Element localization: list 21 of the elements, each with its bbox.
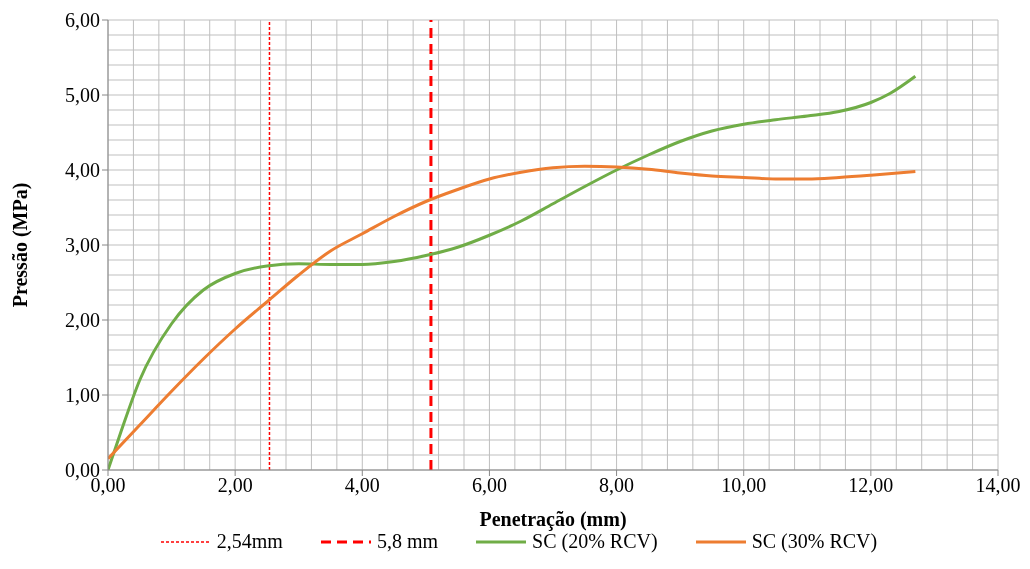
y-tick-label: 5,00: [65, 84, 100, 107]
y-tick-label: 2,00: [65, 309, 100, 332]
x-tick-label: 14,00: [975, 474, 1021, 497]
legend-label: SC (30% RCV): [750, 530, 878, 553]
x-tick-label: 4,00: [344, 474, 380, 497]
y-axis-title: Pressão (MPa): [9, 182, 33, 308]
legend-label: 5,8 mm: [375, 530, 439, 553]
line-series: [108, 74, 917, 470]
x-axis-title: Penetração (mm): [479, 508, 627, 531]
y-tick-label: 4,00: [65, 159, 100, 182]
x-tick-label: 2,00: [217, 474, 253, 497]
legend-label: SC (20% RCV): [532, 530, 658, 553]
y-tick-label: 1,00: [65, 384, 100, 407]
y-tick-label: 6,00: [65, 9, 100, 32]
y-tick-label: 3,00: [65, 234, 100, 257]
x-tick-label: 6,00: [471, 474, 507, 497]
x-tick-label: 12,00: [848, 474, 894, 497]
x-tick-label: 10,00: [721, 474, 767, 497]
x-tick-label: 8,00: [599, 474, 635, 497]
line-series: [108, 164, 917, 461]
legend-label: 2,54mm: [215, 530, 283, 553]
